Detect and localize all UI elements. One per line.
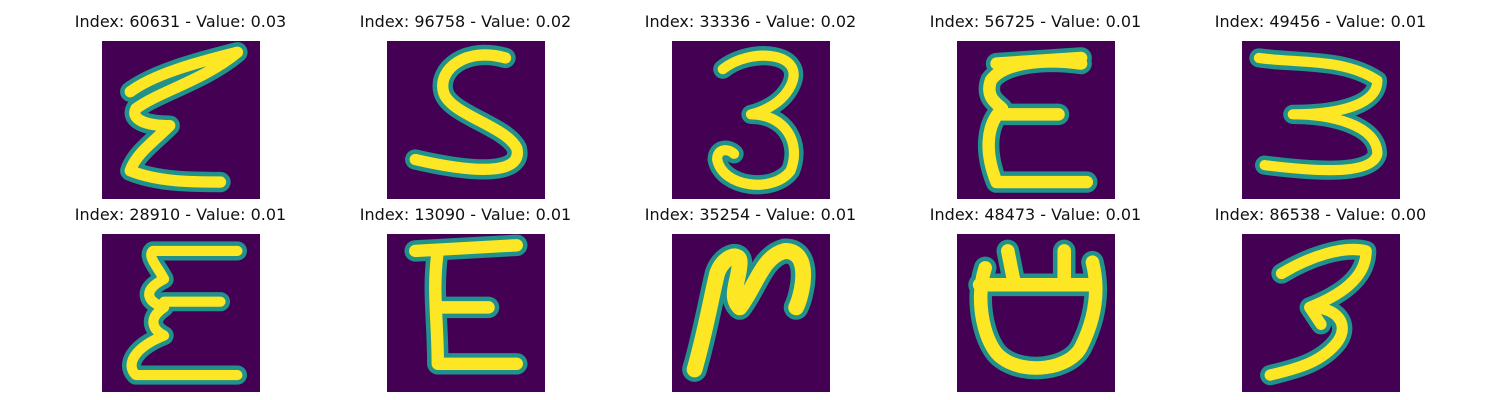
panel-10: Index: 86538 - Value: 0.00 [1178, 201, 1463, 392]
panel-2: Index: 96758 - Value: 0.02 [323, 8, 608, 199]
panel-4: Index: 56725 - Value: 0.01 [893, 8, 1178, 199]
panel-3: Index: 33336 - Value: 0.02 [608, 8, 893, 199]
digit-image [671, 234, 830, 392]
panel-title: Index: 49456 - Value: 0.01 [1214, 12, 1427, 31]
panel-6: Index: 28910 - Value: 0.01 [38, 201, 323, 392]
panel-title: Index: 86538 - Value: 0.00 [1214, 205, 1427, 224]
panel-title: Index: 33336 - Value: 0.02 [644, 12, 857, 31]
panel-title: Index: 35254 - Value: 0.01 [644, 205, 857, 224]
panel-title: Index: 96758 - Value: 0.02 [359, 12, 572, 31]
panel-title: Index: 48473 - Value: 0.01 [929, 205, 1142, 224]
panel-1: Index: 60631 - Value: 0.03 [38, 8, 323, 199]
digit-image [1241, 41, 1400, 199]
digit-image [386, 234, 545, 392]
digit-image [101, 41, 260, 199]
panel-5: Index: 49456 - Value: 0.01 [1178, 8, 1463, 199]
panel-8: Index: 35254 - Value: 0.01 [608, 201, 893, 392]
digit-image [956, 41, 1115, 199]
panel-title: Index: 56725 - Value: 0.01 [929, 12, 1142, 31]
digit-image [101, 234, 260, 392]
digit-image [386, 41, 545, 199]
panel-9: Index: 48473 - Value: 0.01 [893, 201, 1178, 392]
digit-image [956, 234, 1115, 392]
panel-title: Index: 60631 - Value: 0.03 [74, 12, 287, 31]
panel-title: Index: 13090 - Value: 0.01 [359, 205, 572, 224]
panel-title: Index: 28910 - Value: 0.01 [74, 205, 287, 224]
digit-image [1241, 234, 1400, 392]
panel-7: Index: 13090 - Value: 0.01 [323, 201, 608, 392]
digit-image [671, 41, 830, 199]
